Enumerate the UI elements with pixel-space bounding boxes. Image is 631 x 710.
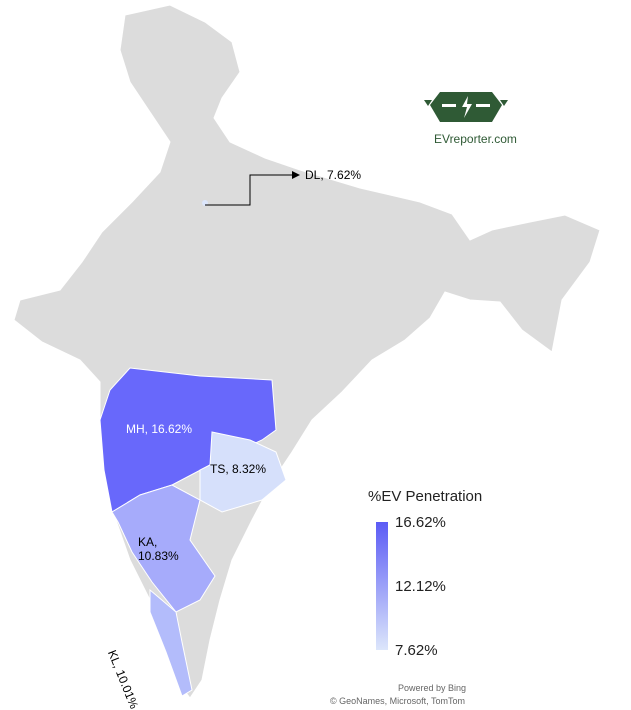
logo-text: EVreporter.com bbox=[434, 132, 517, 146]
state-ts[interactable] bbox=[199, 431, 287, 513]
label-ts: TS, 8.32% bbox=[210, 462, 267, 476]
map-attribution: © GeoNames, Microsoft, TomTom bbox=[330, 696, 465, 706]
label-dl: DL, 7.62% bbox=[305, 168, 362, 182]
dl-callout-line bbox=[205, 174, 292, 206]
powered-by-bing: Powered by Bing bbox=[398, 683, 467, 693]
arrow-icon bbox=[292, 171, 300, 179]
state-ka[interactable] bbox=[111, 484, 216, 613]
state-kl[interactable] bbox=[149, 588, 193, 697]
evreporter-logo-icon bbox=[424, 92, 508, 122]
label-mh: MH, 16.62% bbox=[126, 422, 193, 436]
label-ka-2: 10.83% bbox=[138, 549, 179, 563]
legend-color-bar bbox=[376, 522, 388, 650]
legend-title: %EV Penetration bbox=[368, 488, 483, 505]
legend-min: 7.62% bbox=[395, 642, 438, 659]
legend-mid: 12.12% bbox=[395, 578, 446, 595]
label-ka-1: KA, bbox=[138, 535, 158, 549]
india-base bbox=[13, 4, 601, 699]
legend-max: 16.62% bbox=[395, 514, 446, 531]
